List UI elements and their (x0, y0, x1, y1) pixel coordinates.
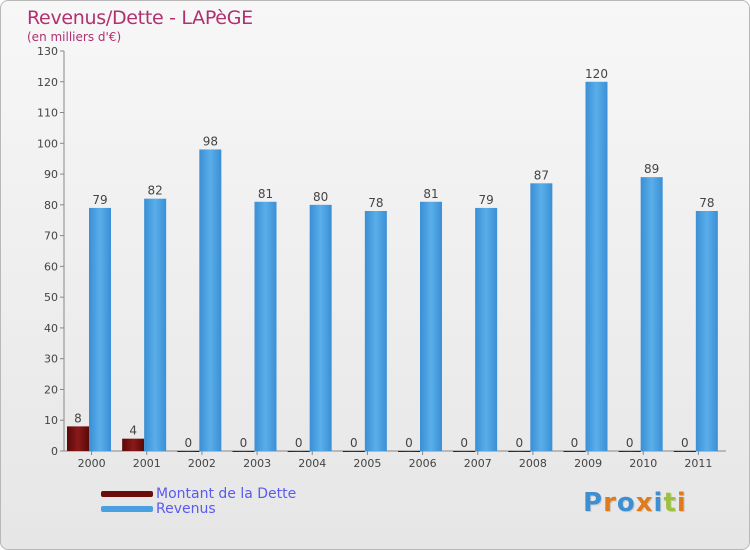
logo-letter: i (653, 488, 664, 518)
y-tick-label: 90 (44, 168, 58, 181)
bar-revenus (309, 204, 332, 451)
data-label-dette: 0 (240, 436, 248, 450)
data-label-revenus: 81 (258, 187, 273, 201)
data-label-dette: 0 (516, 436, 524, 450)
data-label-dette: 0 (295, 436, 303, 450)
y-tick-label: 40 (44, 322, 58, 335)
y-tick-label: 30 (44, 353, 58, 366)
x-tick-label: 2006 (409, 457, 437, 470)
data-label-revenus: 82 (148, 184, 163, 198)
bar-revenus (199, 149, 222, 451)
x-tick-label: 2005 (353, 457, 381, 470)
x-tick-label: 2011 (684, 457, 712, 470)
bar-dette (342, 451, 365, 452)
data-label-revenus: 89 (644, 162, 659, 176)
bar-dette (398, 451, 420, 452)
data-label-dette: 8 (74, 411, 82, 425)
logo-letter: r (603, 488, 617, 518)
bar-revenus (144, 198, 167, 451)
chart-title: Revenus/Dette - LAPèGE (27, 7, 253, 29)
bar-dette (67, 426, 89, 451)
y-tick-label: 70 (44, 230, 58, 243)
logo-letter: o (616, 488, 636, 518)
data-label-dette: 0 (185, 436, 193, 450)
data-label-dette: 0 (681, 436, 689, 450)
chart-subtitle: (en milliers d'€) (27, 30, 122, 44)
data-label-revenus: 79 (92, 193, 107, 207)
bar-dette (453, 451, 476, 452)
y-tick-label: 100 (37, 137, 58, 150)
data-label-revenus: 120 (585, 67, 608, 81)
bar-dette (618, 451, 641, 452)
x-tick-label: 2007 (464, 457, 492, 470)
x-tick-label: 2000 (78, 457, 106, 470)
x-tick-label: 2010 (629, 457, 657, 470)
bar-revenus (364, 211, 387, 451)
data-label-dette: 4 (129, 424, 137, 438)
proxiti-logo: Proxiti (583, 488, 687, 518)
logo-letter: t (663, 488, 677, 518)
bar-revenus (475, 207, 498, 451)
legend-label-dette: Montant de la Dette (156, 486, 297, 502)
data-label-revenus: 78 (368, 196, 383, 210)
y-tick-label: 80 (44, 199, 58, 212)
data-label-dette: 0 (405, 436, 413, 450)
logo-letter: x (635, 488, 654, 518)
y-tick-label: 60 (44, 260, 58, 273)
bar-dette (563, 451, 586, 452)
logo-letter: i (676, 488, 687, 518)
data-label-dette: 0 (626, 436, 634, 450)
logo-letter: P (583, 488, 604, 518)
data-label-dette: 0 (460, 436, 468, 450)
x-tick-label: 2002 (188, 457, 216, 470)
bar-dette (508, 451, 531, 452)
bar-revenus (420, 201, 442, 451)
y-tick-label: 10 (44, 414, 58, 427)
legend-swatch-dette (101, 491, 153, 497)
bar-dette (287, 451, 310, 452)
bar-revenus (530, 183, 553, 452)
x-tick-label: 2008 (519, 457, 547, 470)
y-tick-label: 20 (44, 383, 58, 396)
data-label-revenus: 81 (423, 187, 438, 201)
bar-dette (673, 451, 696, 452)
x-tick-label: 2003 (243, 457, 271, 470)
data-label-revenus: 80 (313, 190, 328, 204)
data-label-dette: 0 (571, 436, 579, 450)
y-tick-label: 130 (37, 45, 58, 58)
bar-revenus (89, 207, 111, 451)
legend-label-revenus: Revenus (156, 501, 216, 517)
bar-revenus (640, 177, 663, 451)
x-tick-label: 2004 (298, 457, 326, 470)
data-label-revenus: 87 (534, 168, 549, 182)
bar-revenus (254, 201, 277, 451)
data-label-revenus: 79 (479, 193, 494, 207)
data-label-revenus: 78 (699, 196, 714, 210)
x-tick-label: 2009 (574, 457, 602, 470)
y-tick-label: 0 (51, 445, 58, 458)
y-tick-label: 120 (37, 76, 58, 89)
y-tick-label: 110 (37, 107, 58, 120)
bar-dette (122, 438, 145, 451)
bar-dette (177, 451, 200, 452)
bar-revenus (585, 81, 608, 452)
data-label-dette: 0 (350, 436, 358, 450)
legend-swatch-revenus (101, 506, 153, 512)
y-tick-label: 50 (44, 291, 58, 304)
bar-dette (232, 451, 255, 452)
bar-revenus (695, 211, 718, 451)
data-label-revenus: 98 (203, 134, 218, 148)
x-tick-label: 2001 (133, 457, 161, 470)
